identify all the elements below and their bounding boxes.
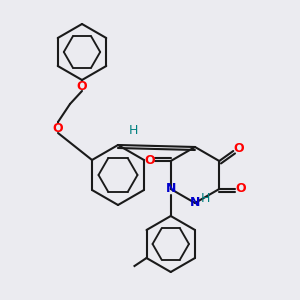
Text: O: O xyxy=(77,80,87,92)
Text: O: O xyxy=(235,182,246,196)
Text: N: N xyxy=(166,182,176,196)
Text: H: H xyxy=(200,191,210,205)
Text: O: O xyxy=(233,142,244,155)
Text: H: H xyxy=(128,124,138,137)
Text: O: O xyxy=(144,154,155,167)
Text: N: N xyxy=(190,196,200,209)
Text: O: O xyxy=(53,122,63,134)
